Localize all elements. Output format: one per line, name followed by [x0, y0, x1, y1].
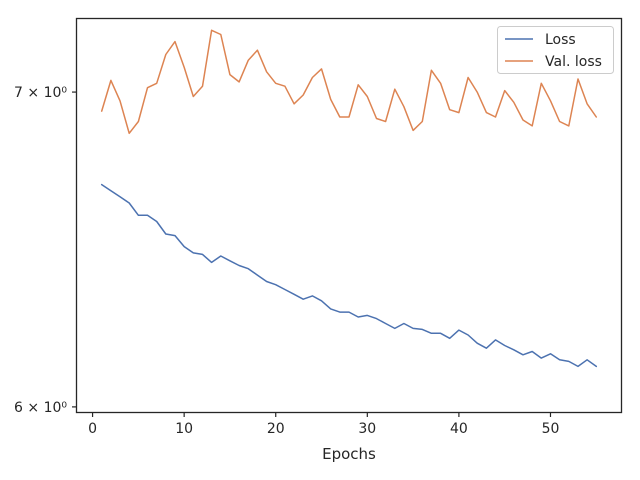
legend-label-val-loss: Val. loss	[545, 54, 602, 70]
x-tick-label: 40	[450, 421, 468, 437]
x-tick-label: 30	[358, 421, 376, 437]
x-axis: 0 10 20 30 40 50	[88, 412, 559, 437]
plot-area	[75, 17, 623, 414]
x-axis-title: Epochs	[322, 445, 376, 463]
x-tick-label: 20	[267, 421, 285, 437]
x-tick-label: 0	[88, 421, 97, 437]
y-tick-label: 6 × 10⁰	[14, 400, 67, 416]
legend-label-loss: Loss	[545, 32, 576, 48]
y-axis: 6 × 10⁰ 7 × 10⁰	[14, 85, 77, 416]
x-tick-label: 10	[175, 421, 193, 437]
series-lines	[100, 29, 598, 368]
series-line-loss	[100, 183, 598, 368]
series-line-val-loss	[100, 29, 598, 135]
y-tick-label: 7 × 10⁰	[14, 85, 67, 101]
x-tick-label: 50	[542, 421, 560, 437]
legend: Loss Val. loss	[497, 26, 614, 74]
